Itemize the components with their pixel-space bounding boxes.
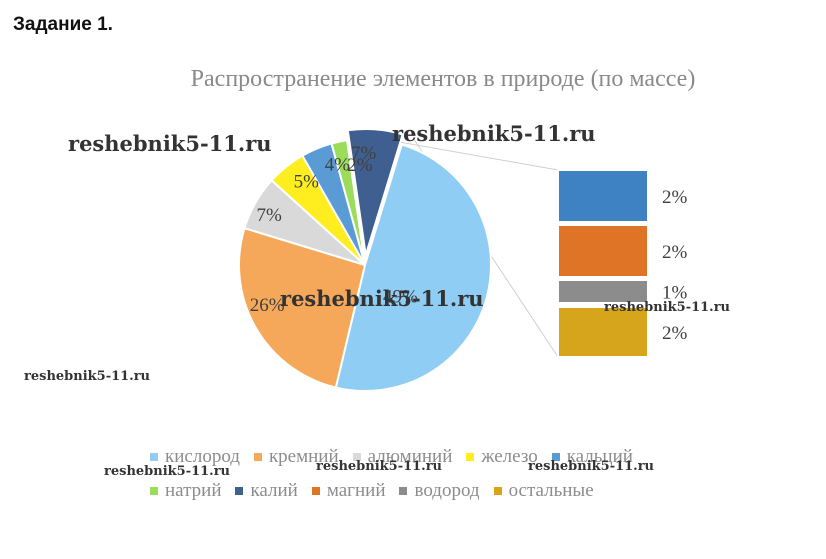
legend-label: магний — [326, 480, 386, 501]
legend-item: калий — [235, 474, 298, 508]
watermark: reshebnik5-11.ru — [24, 369, 151, 384]
legend-label: остальные — [508, 480, 594, 501]
legend-label: кислород — [165, 446, 240, 467]
pie-slice-5 — [330, 139, 366, 266]
secondary-data-label: 2% — [662, 242, 688, 263]
chart-legend: кислород кремний алюминий железо кальций нат… — [150, 440, 770, 508]
secondary-data-label: 1% — [662, 283, 688, 304]
legend-item: кальций — [551, 440, 633, 474]
pie-data-label: 7% — [256, 205, 282, 226]
pie-slice-6 — [346, 128, 404, 256]
secondary-data-label: 2% — [662, 323, 688, 344]
pie-data-label: 4% — [325, 155, 351, 176]
secondary-data-labels: 2% 2% 1% 2% — [662, 187, 688, 344]
legend-item: кремний — [253, 440, 339, 474]
legend-label: калий — [250, 480, 298, 501]
watermark: reshebnik5-11.ru — [316, 459, 443, 474]
watermark: reshebnik5-11.ru — [280, 286, 484, 311]
legend-label: кремний — [268, 446, 339, 467]
secondary-bar-segment-3 — [557, 306, 649, 358]
legend-label: натрий — [165, 480, 222, 501]
secondary-data-label: 2% — [662, 187, 688, 208]
task-heading: Задание 1. — [13, 14, 113, 35]
secondary-bar — [557, 169, 649, 358]
pie-slice-1 — [238, 226, 367, 389]
pie-slices — [238, 128, 492, 392]
pie-data-label: 26% — [250, 295, 285, 316]
pie-data-labels: 49%26%7%5%4%2%7% — [250, 143, 418, 316]
legend-item: натрий — [150, 474, 221, 508]
legend-item: кислород — [150, 440, 240, 474]
pie-data-label: 7% — [351, 143, 377, 164]
watermark: reshebnik5-11.ru — [104, 464, 231, 479]
pie-data-label: 5% — [294, 171, 320, 192]
watermark: reshebnik5-11.ru — [68, 131, 272, 156]
legend-row: натрий калий магний водород остальные — [150, 474, 770, 508]
legend-label: кальций — [566, 446, 633, 467]
legend-label: алюминий — [367, 446, 453, 467]
legend-swatch — [253, 453, 262, 461]
pie-data-label: 2% — [347, 155, 373, 176]
legend-swatch — [311, 487, 320, 495]
pie-slice-0 — [334, 143, 492, 392]
legend-item: алюминий — [352, 440, 453, 474]
watermark: reshebnik5-11.ru — [604, 300, 731, 315]
secondary-bar-segment-2 — [557, 279, 649, 304]
secondary-bar-segment-0 — [557, 169, 649, 223]
legend-label: железо — [481, 446, 538, 467]
legend-swatch — [399, 487, 408, 495]
legend-swatch — [235, 487, 244, 495]
chart-title: Распространение элементов в природе (по … — [190, 66, 696, 92]
legend-swatch — [150, 453, 158, 461]
legend-swatch — [352, 453, 361, 461]
legend-swatch — [551, 453, 560, 461]
legend-label: водород — [414, 480, 480, 501]
legend-item: железо — [466, 440, 538, 474]
legend-item: магний — [311, 474, 386, 508]
legend-row: кислород кремний алюминий железо кальций — [150, 440, 770, 474]
legend-item: остальные — [493, 474, 594, 508]
legend-swatch — [493, 487, 502, 495]
watermark: reshebnik5-11.ru — [392, 121, 596, 146]
watermark: reshebnik5-11.ru — [528, 459, 655, 474]
legend-item: водород — [399, 474, 480, 508]
legend-swatch — [466, 453, 475, 461]
secondary-bar-segment-1 — [557, 224, 649, 278]
legend-swatch — [150, 487, 158, 495]
pie-data-label: 49% — [383, 286, 418, 307]
